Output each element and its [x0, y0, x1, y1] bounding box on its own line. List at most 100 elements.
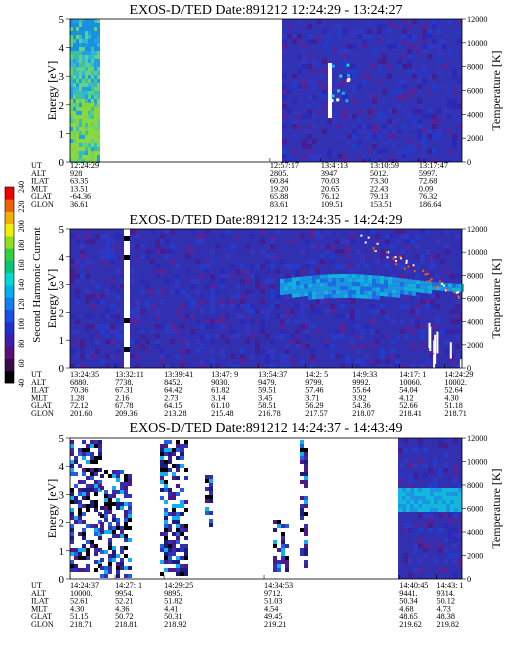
- data-cell: [394, 256, 397, 258]
- data-cell: [128, 494, 132, 498]
- data-cell: [418, 500, 422, 504]
- data-cell: [367, 134, 372, 139]
- data-cell: [300, 299, 305, 304]
- orbit-value: 4.30: [444, 393, 458, 402]
- colorbar-swatch: [5, 187, 14, 200]
- data-cell: [97, 67, 100, 71]
- data-cell: [116, 474, 120, 478]
- data-cell: [441, 282, 444, 285]
- data-cell: [380, 349, 385, 354]
- data-cell: [79, 27, 82, 31]
- data-cell: [307, 144, 312, 149]
- data-cell: [300, 269, 305, 274]
- data-cell: [180, 289, 185, 294]
- data-cell: [442, 488, 446, 492]
- data-cell: [86, 552, 90, 556]
- data-cell: [168, 512, 172, 516]
- data-cell: [70, 560, 74, 564]
- data-cell: [434, 492, 438, 496]
- y2-tick-label: 8000: [467, 271, 483, 280]
- data-cell: [316, 295, 320, 300]
- data-cell: [190, 284, 195, 289]
- y-tick-label: 3: [59, 489, 65, 501]
- data-cell: [120, 482, 124, 486]
- data-cell: [447, 84, 452, 89]
- data-cell: [304, 540, 308, 544]
- data-cell: [300, 504, 304, 508]
- data-cell: [362, 129, 367, 134]
- data-cell: [360, 294, 364, 299]
- data-cell: [115, 364, 120, 368]
- data-cell: [360, 259, 365, 264]
- data-cell: [70, 552, 74, 556]
- data-cell: [350, 319, 355, 324]
- data-cell: [337, 154, 342, 159]
- data-cell: [180, 488, 184, 492]
- y2-tick-label: 0: [467, 364, 471, 373]
- data-cell: [413, 270, 416, 273]
- data-cell: [434, 500, 438, 504]
- data-cell: [209, 519, 213, 523]
- data-cell: [90, 239, 95, 244]
- data-cell: [120, 279, 125, 284]
- data-cell: [78, 568, 82, 572]
- data-cell: [176, 556, 180, 560]
- orbit-value: 218.92: [164, 620, 187, 629]
- data-cell: [453, 463, 458, 468]
- data-cell: [74, 556, 78, 560]
- data-cell: [108, 546, 112, 550]
- data-cell: [370, 304, 375, 309]
- data-cell: [350, 339, 355, 344]
- data-cell: [420, 344, 425, 349]
- data-cell: [97, 123, 100, 127]
- data-cell: [115, 289, 120, 294]
- data-cell: [345, 249, 350, 254]
- data-cell: [328, 286, 332, 291]
- data-cell: [345, 359, 350, 364]
- data-cell: [73, 135, 76, 139]
- orbit-value: 13:39:41: [164, 370, 193, 379]
- data-cell: [94, 35, 97, 39]
- data-cell: [304, 452, 308, 456]
- data-cell: [335, 354, 340, 359]
- data-cell: [94, 444, 98, 448]
- data-cell: [395, 229, 400, 234]
- data-cell: [91, 131, 94, 135]
- data-cell: [82, 544, 86, 548]
- data-cell: [408, 473, 413, 478]
- data-cell: [105, 339, 110, 344]
- data-cell: [200, 299, 205, 304]
- data-cell: [176, 464, 180, 468]
- data-cell: [128, 510, 132, 514]
- data-cell: [105, 364, 110, 368]
- data-cell: [275, 299, 280, 304]
- data-cell: [82, 468, 86, 472]
- data-cell: [80, 254, 85, 259]
- data-cell: [376, 291, 380, 296]
- data-cell: [407, 89, 412, 94]
- data-cell: [88, 159, 91, 163]
- data-cell: [390, 274, 395, 279]
- data-cell: [86, 468, 90, 472]
- data-cell: [447, 129, 452, 134]
- data-cell: [325, 229, 330, 234]
- colorbar-tick-label: 220: [17, 201, 26, 213]
- data-cell: [295, 304, 300, 309]
- orbit-value: 109.51: [321, 200, 344, 209]
- data-cell: [79, 111, 82, 115]
- data-cell: [350, 239, 355, 244]
- data-cell: [85, 127, 88, 131]
- data-cell: [415, 254, 420, 259]
- data-cell: [292, 293, 296, 298]
- data-cell: [402, 64, 407, 69]
- data-cell: [345, 99, 349, 103]
- data-cell: [160, 349, 165, 354]
- data-cell: [282, 139, 287, 144]
- data-cell: [210, 259, 215, 264]
- data-cell: [91, 55, 94, 59]
- data-cell: [417, 89, 422, 94]
- orbit-value: 51.82: [164, 597, 182, 606]
- data-cell: [210, 284, 215, 289]
- data-cell: [164, 560, 168, 564]
